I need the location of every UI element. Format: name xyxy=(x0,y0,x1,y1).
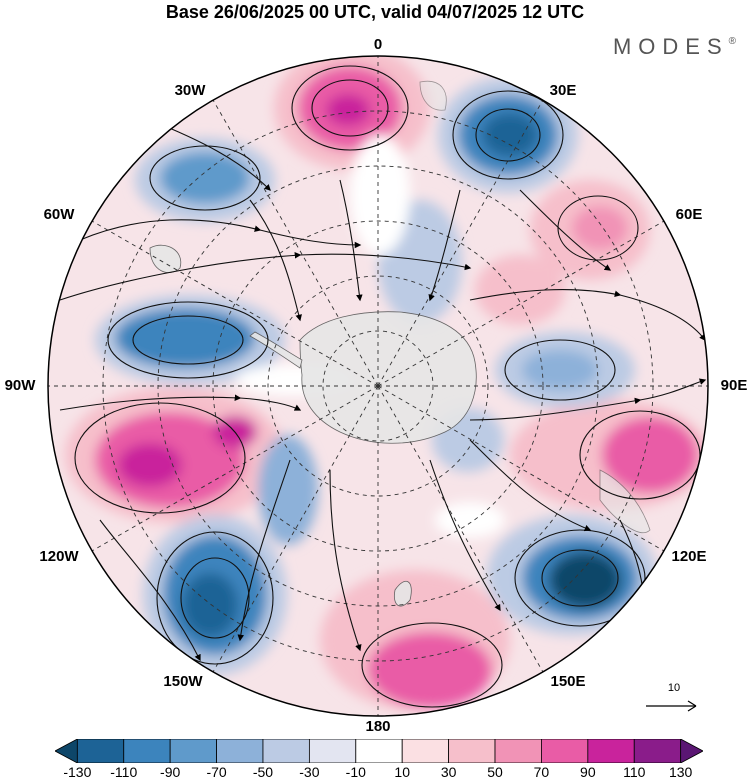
map-boundary xyxy=(47,55,709,717)
reference-vector: 10 xyxy=(644,682,704,718)
lon-label-180: 180 xyxy=(365,718,391,735)
colorbar-tick-label: 130 xyxy=(668,764,693,780)
lon-label-90E: 90E xyxy=(720,377,748,394)
map-title: Base 26/06/2025 00 UTC, valid 04/07/2025… xyxy=(165,2,585,22)
lon-label-30W: 30W xyxy=(174,82,206,99)
reference-arrow-icon xyxy=(646,700,697,712)
brand-logo: MODES® xyxy=(613,34,736,60)
colorbar-tick-label: -70 xyxy=(206,764,227,780)
colorbar-segment xyxy=(308,739,357,763)
brand-text: MODES xyxy=(612,34,729,59)
colorbar-segment xyxy=(216,739,264,763)
colorbar-tick-label: -50 xyxy=(252,764,274,780)
colorbar-cap-low xyxy=(55,739,78,763)
colorbar-segment xyxy=(633,739,682,763)
lon-label-120W: 120W xyxy=(39,548,79,565)
colorbar-tick-label: 70 xyxy=(533,764,550,780)
colorbar-tick-label: -110 xyxy=(110,764,138,780)
lon-label-150W: 150W xyxy=(163,673,203,690)
colorbar-tick-label: 90 xyxy=(580,764,596,780)
colorbar-segment xyxy=(76,739,125,763)
lon-label-120E: 120E xyxy=(671,548,707,565)
colorbar-segment xyxy=(262,739,310,763)
colorbar-segment xyxy=(355,739,403,763)
colorbar-segment xyxy=(494,739,542,763)
brand-mark: ® xyxy=(728,36,736,47)
colorbar-segment xyxy=(448,739,496,763)
colorbar-segment xyxy=(169,739,217,763)
land xyxy=(149,80,651,607)
colorbar xyxy=(55,739,703,763)
colorbar-tick-label: 110 xyxy=(623,764,646,780)
colorbar-tick-label: -90 xyxy=(160,764,181,780)
anomaly-field xyxy=(48,56,708,716)
colorbar-tick-label: 30 xyxy=(440,764,457,780)
lon-label-90W: 90W xyxy=(4,377,36,394)
colorbar-segment xyxy=(587,739,635,763)
colorbar-tick-label: 10 xyxy=(394,764,410,780)
colorbar-cap-high xyxy=(680,739,703,763)
lon-label-60E: 60E xyxy=(675,206,703,223)
colorbar-tick-label: -10 xyxy=(345,764,366,780)
lon-label-150E: 150E xyxy=(550,673,586,690)
lon-label-30E: 30E xyxy=(549,82,577,99)
reference-vector-label: 10 xyxy=(667,682,681,694)
colorbar-segment xyxy=(541,739,589,763)
colorbar-segment xyxy=(123,739,171,763)
streamlines xyxy=(59,65,707,708)
lon-label-0: 0 xyxy=(373,36,383,53)
colorbar-tick-label: -130 xyxy=(63,764,92,780)
colorbar-tick-label: -30 xyxy=(299,764,320,780)
colorbar-segment xyxy=(401,739,450,763)
colorbar-tick-label: 50 xyxy=(487,764,503,780)
lon-label-60W: 60W xyxy=(43,206,75,223)
